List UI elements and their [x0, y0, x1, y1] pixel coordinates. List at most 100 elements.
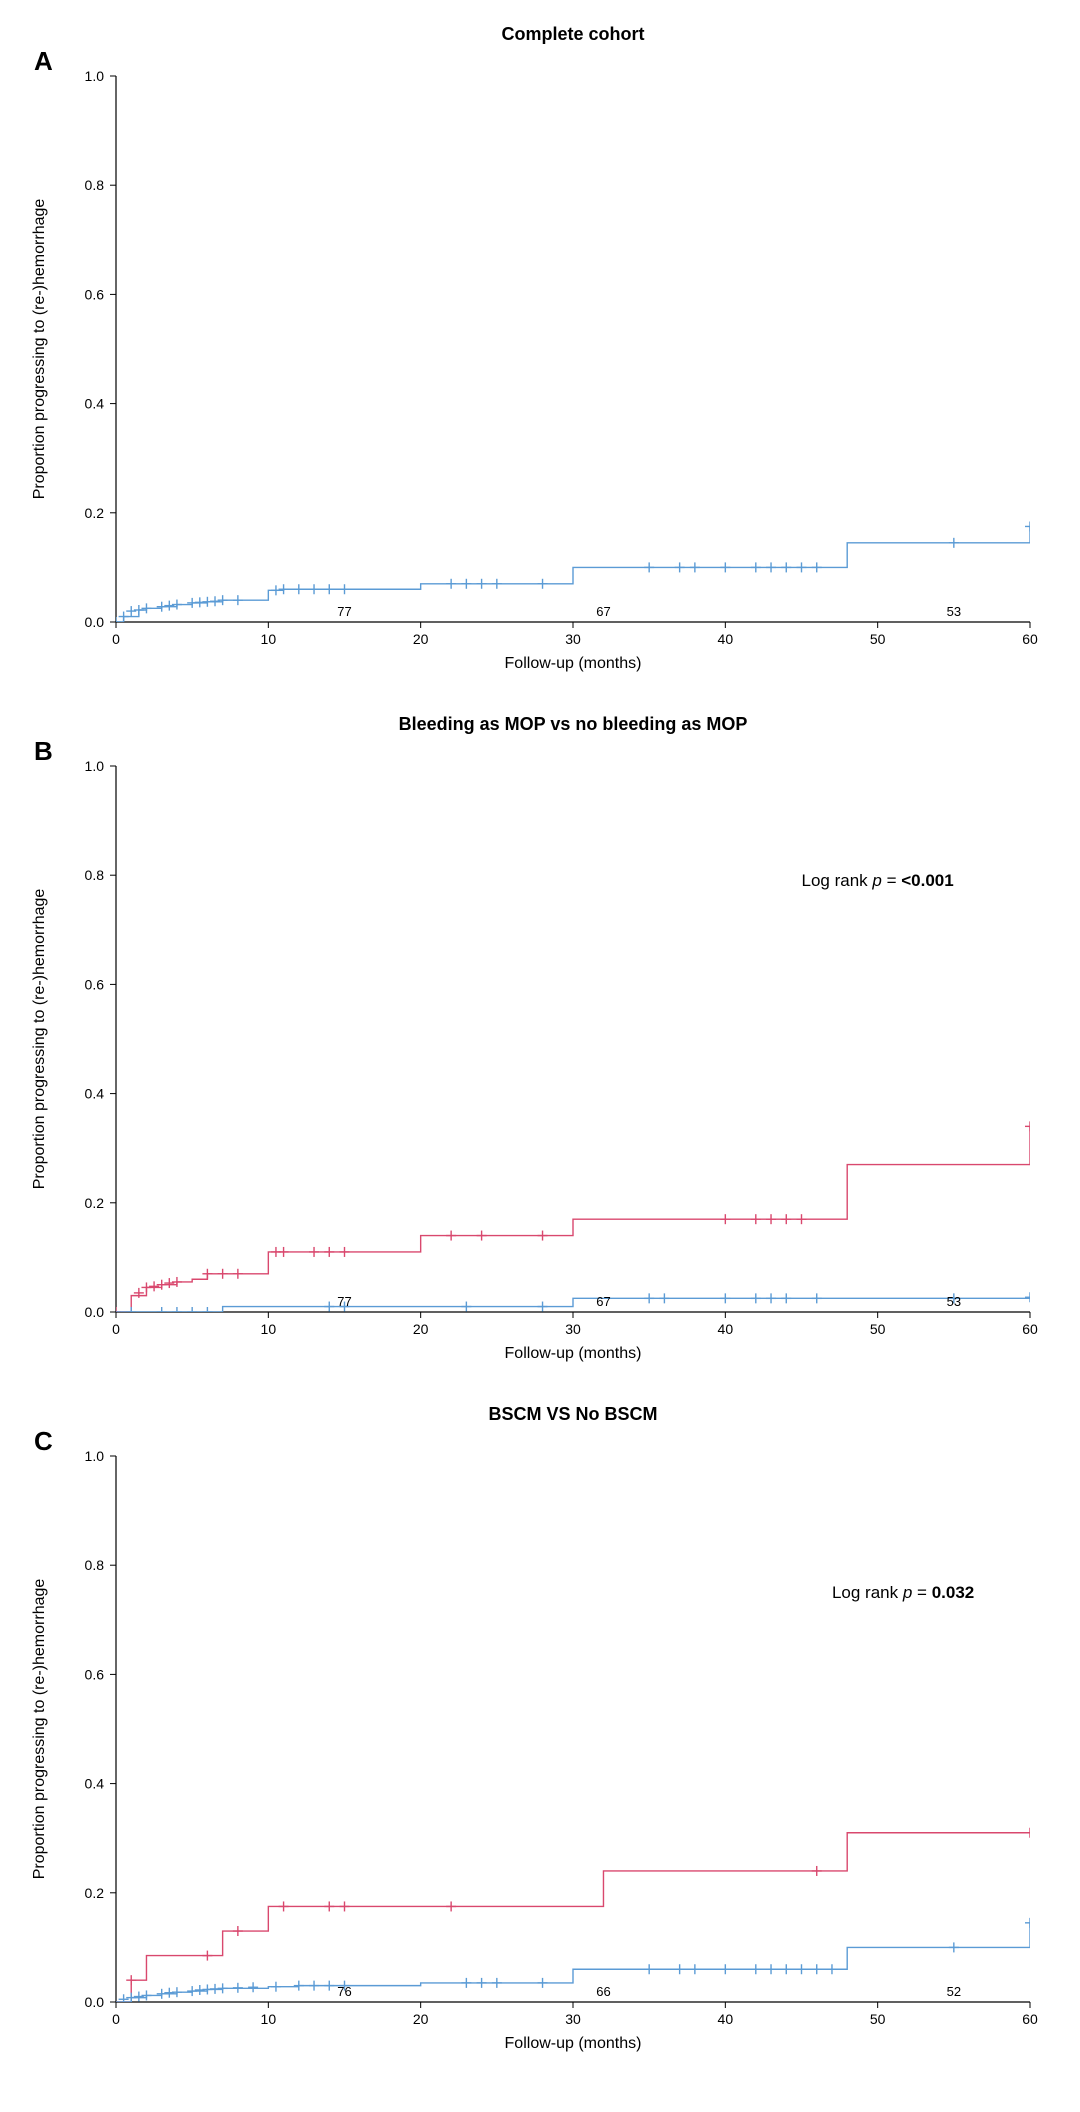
censor-mark	[126, 1307, 136, 1317]
censor-mark	[1025, 1292, 1035, 1302]
censor-mark	[157, 1280, 167, 1290]
figure-container: 0.00.20.40.60.81.00102030405060AComplete…	[20, 20, 1060, 2070]
ytick-label: 1.0	[85, 758, 105, 774]
risk-table-value: 77	[337, 604, 351, 619]
censor-mark	[233, 1926, 243, 1936]
xtick-label: 40	[718, 631, 734, 647]
censor-mark	[1025, 1121, 1035, 1131]
censor-mark	[644, 1293, 654, 1303]
censor-mark	[766, 562, 776, 572]
km-curve	[110, 1923, 1030, 2005]
censor-mark	[781, 1214, 791, 1224]
risk-table-value: 77	[337, 1294, 351, 1309]
censor-mark	[309, 1981, 319, 1991]
ytick-label: 0.4	[85, 1086, 105, 1102]
y-axis-label: Proportion progressing to (re-)hemorrhag…	[31, 1579, 48, 1880]
censor-mark	[446, 1901, 456, 1911]
censor-mark	[766, 1214, 776, 1224]
xtick-label: 30	[565, 631, 581, 647]
ytick-label: 0.0	[85, 614, 105, 630]
censor-mark	[949, 538, 959, 548]
censor-mark	[461, 1302, 471, 1312]
km-plot: 0.00.20.40.60.81.00102030405060BBleeding…	[20, 710, 1060, 1380]
censor-mark	[164, 1278, 174, 1288]
xtick-label: 0	[112, 631, 120, 647]
censor-mark	[812, 1866, 822, 1876]
censor-mark	[751, 1293, 761, 1303]
panel-letter: B	[34, 736, 53, 766]
ytick-label: 0.4	[85, 1776, 105, 1792]
ytick-label: 0.6	[85, 1666, 105, 1682]
xtick-label: 50	[870, 1321, 886, 1337]
chart-title: BSCM VS No BSCM	[488, 1404, 657, 1424]
censor-mark	[172, 1307, 182, 1317]
y-axis-label: Proportion progressing to (re-)hemorrhag…	[31, 889, 48, 1190]
x-axis-label: Follow-up (months)	[505, 2035, 642, 2052]
xtick-label: 20	[413, 1321, 429, 1337]
xtick-label: 0	[112, 2011, 120, 2027]
km-curve	[110, 1833, 1030, 2008]
censor-mark	[141, 603, 151, 613]
censor-mark	[141, 1282, 151, 1292]
censor-mark	[461, 579, 471, 589]
censor-mark	[446, 579, 456, 589]
ytick-label: 1.0	[85, 68, 105, 84]
censor-mark	[119, 1994, 129, 2004]
ytick-label: 0.8	[85, 1557, 105, 1573]
ytick-label: 0.0	[85, 1994, 105, 2010]
censor-mark	[271, 1982, 281, 1992]
km-plot: 0.00.20.40.60.81.00102030405060CBSCM VS …	[20, 1400, 1060, 2070]
km-panel-a: 0.00.20.40.60.81.00102030405060AComplete…	[20, 20, 1060, 690]
censor-mark	[690, 562, 700, 572]
censor-mark	[134, 1288, 144, 1298]
censor-mark	[157, 602, 167, 612]
risk-table-value: 76	[337, 1984, 351, 1999]
ytick-label: 0.6	[85, 286, 105, 302]
censor-mark	[812, 562, 822, 572]
censor-mark	[134, 605, 144, 615]
censor-mark	[720, 1964, 730, 1974]
censor-mark	[781, 1293, 791, 1303]
censor-mark	[751, 562, 761, 572]
xtick-label: 60	[1022, 631, 1038, 647]
xtick-label: 30	[565, 2011, 581, 2027]
censor-mark	[187, 1307, 197, 1317]
ytick-label: 0.8	[85, 867, 105, 883]
ytick-label: 0.6	[85, 976, 105, 992]
risk-table-value: 53	[947, 604, 961, 619]
xtick-label: 50	[870, 2011, 886, 2027]
ytick-label: 0.0	[85, 1304, 105, 1320]
risk-table-value: 67	[596, 604, 610, 619]
km-curve	[110, 1126, 1030, 1317]
censor-mark	[126, 1975, 136, 1985]
xtick-label: 30	[565, 1321, 581, 1337]
censor-mark	[126, 1993, 136, 2003]
censor-mark	[324, 1247, 334, 1257]
censor-mark	[812, 1293, 822, 1303]
xtick-label: 20	[413, 631, 429, 647]
censor-mark	[324, 584, 334, 594]
km-plot: 0.00.20.40.60.81.00102030405060AComplete…	[20, 20, 1060, 690]
xtick-label: 50	[870, 631, 886, 647]
panel-letter: C	[34, 1426, 53, 1456]
censor-mark	[675, 1964, 685, 1974]
censor-mark	[781, 562, 791, 572]
ytick-label: 0.2	[85, 1195, 105, 1211]
censor-mark	[827, 1964, 837, 1974]
y-axis-label: Proportion progressing to (re-)hemorrhag…	[31, 199, 48, 500]
ytick-label: 1.0	[85, 1448, 105, 1464]
x-axis-label: Follow-up (months)	[505, 655, 642, 672]
xtick-label: 40	[718, 1321, 734, 1337]
x-axis-label: Follow-up (months)	[505, 1345, 642, 1362]
censor-mark	[720, 1293, 730, 1303]
censor-mark	[797, 562, 807, 572]
censor-mark	[477, 1231, 487, 1241]
censor-mark	[690, 1964, 700, 1974]
censor-mark	[172, 600, 182, 610]
risk-table-value: 67	[596, 1294, 610, 1309]
censor-mark	[477, 1978, 487, 1988]
censor-mark	[644, 1964, 654, 1974]
xtick-label: 60	[1022, 1321, 1038, 1337]
chart-title: Complete cohort	[501, 24, 644, 44]
censor-mark	[279, 584, 289, 594]
